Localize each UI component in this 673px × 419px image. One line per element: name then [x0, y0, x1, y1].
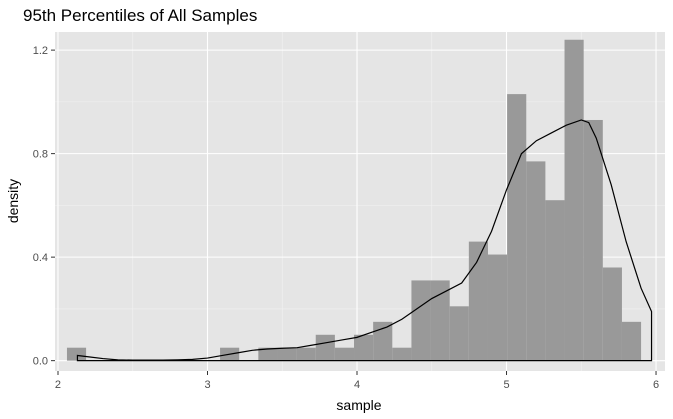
histogram-bar — [602, 267, 622, 361]
chart-title: 95th Percentiles of All Samples — [23, 6, 257, 25]
histogram-bar — [296, 347, 316, 361]
histogram-bar — [392, 347, 412, 361]
y-tick-label: 0.0 — [33, 356, 48, 368]
x-tick-label: 6 — [653, 379, 659, 391]
histogram-bar — [564, 39, 584, 361]
histogram-bars — [66, 39, 642, 361]
y-tick-label: 0.8 — [33, 149, 48, 161]
histogram-bar — [411, 280, 431, 361]
x-axis-title: sample — [336, 397, 381, 413]
histogram-bar — [258, 347, 278, 361]
histogram-bar — [373, 321, 393, 361]
y-axis-title: density — [5, 179, 21, 223]
histogram-bar — [583, 119, 603, 361]
histogram-bar — [315, 334, 335, 361]
histogram-bar — [277, 347, 297, 361]
histogram-bar — [468, 241, 488, 361]
histogram-bar — [526, 161, 546, 361]
histogram-bar — [621, 321, 642, 361]
histogram-bar — [545, 200, 565, 361]
y-axis: 0.0 0.4 0.8 1.2 — [33, 45, 55, 368]
x-tick-label: 2 — [55, 379, 61, 391]
x-tick-label: 4 — [354, 379, 360, 391]
x-axis: 2 3 4 5 6 — [55, 371, 659, 391]
x-tick-label: 3 — [204, 379, 210, 391]
y-tick-label: 0.4 — [33, 252, 48, 264]
histogram-bar — [449, 306, 469, 361]
y-tick-label: 1.2 — [33, 45, 48, 57]
histogram-bar — [354, 334, 374, 361]
x-tick-label: 5 — [503, 379, 509, 391]
histogram-bar — [507, 94, 527, 361]
density-curve — [76, 119, 653, 362]
histogram-bar — [487, 254, 508, 361]
histogram-bar — [430, 280, 450, 361]
histogram-bar — [334, 347, 355, 361]
histogram-bar — [66, 347, 87, 361]
